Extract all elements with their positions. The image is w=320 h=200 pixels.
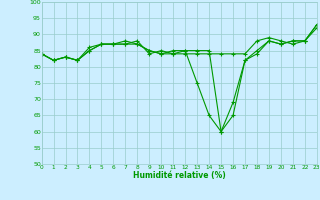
X-axis label: Humidité relative (%): Humidité relative (%) (133, 171, 226, 180)
